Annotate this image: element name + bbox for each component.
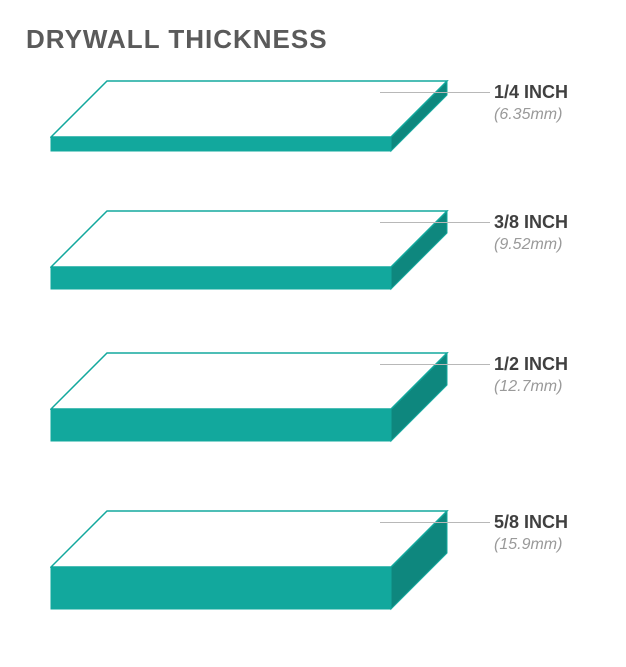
leader-line (380, 92, 490, 93)
label-inch: 5/8 INCH (494, 512, 604, 534)
thickness-label: 1/4 INCH (6.35mm) (494, 82, 604, 124)
label-inch: 1/2 INCH (494, 354, 604, 376)
thickness-label: 3/8 INCH (9.52mm) (494, 212, 604, 254)
label-mm: (9.52mm) (494, 236, 604, 254)
drywall-slab (50, 510, 450, 612)
label-inch: 3/8 INCH (494, 212, 604, 234)
label-mm: (12.7mm) (494, 378, 604, 396)
leader-line (380, 522, 490, 523)
thickness-label: 1/2 INCH (12.7mm) (494, 354, 604, 396)
label-inch: 1/4 INCH (494, 82, 604, 104)
label-mm: (6.35mm) (494, 106, 604, 124)
thickness-label: 5/8 INCH (15.9mm) (494, 512, 604, 554)
leader-line (380, 222, 490, 223)
page-title: DRYWALL THICKNESS (26, 24, 328, 55)
leader-line (380, 364, 490, 365)
label-mm: (15.9mm) (494, 536, 604, 554)
drywall-slab (50, 352, 450, 444)
